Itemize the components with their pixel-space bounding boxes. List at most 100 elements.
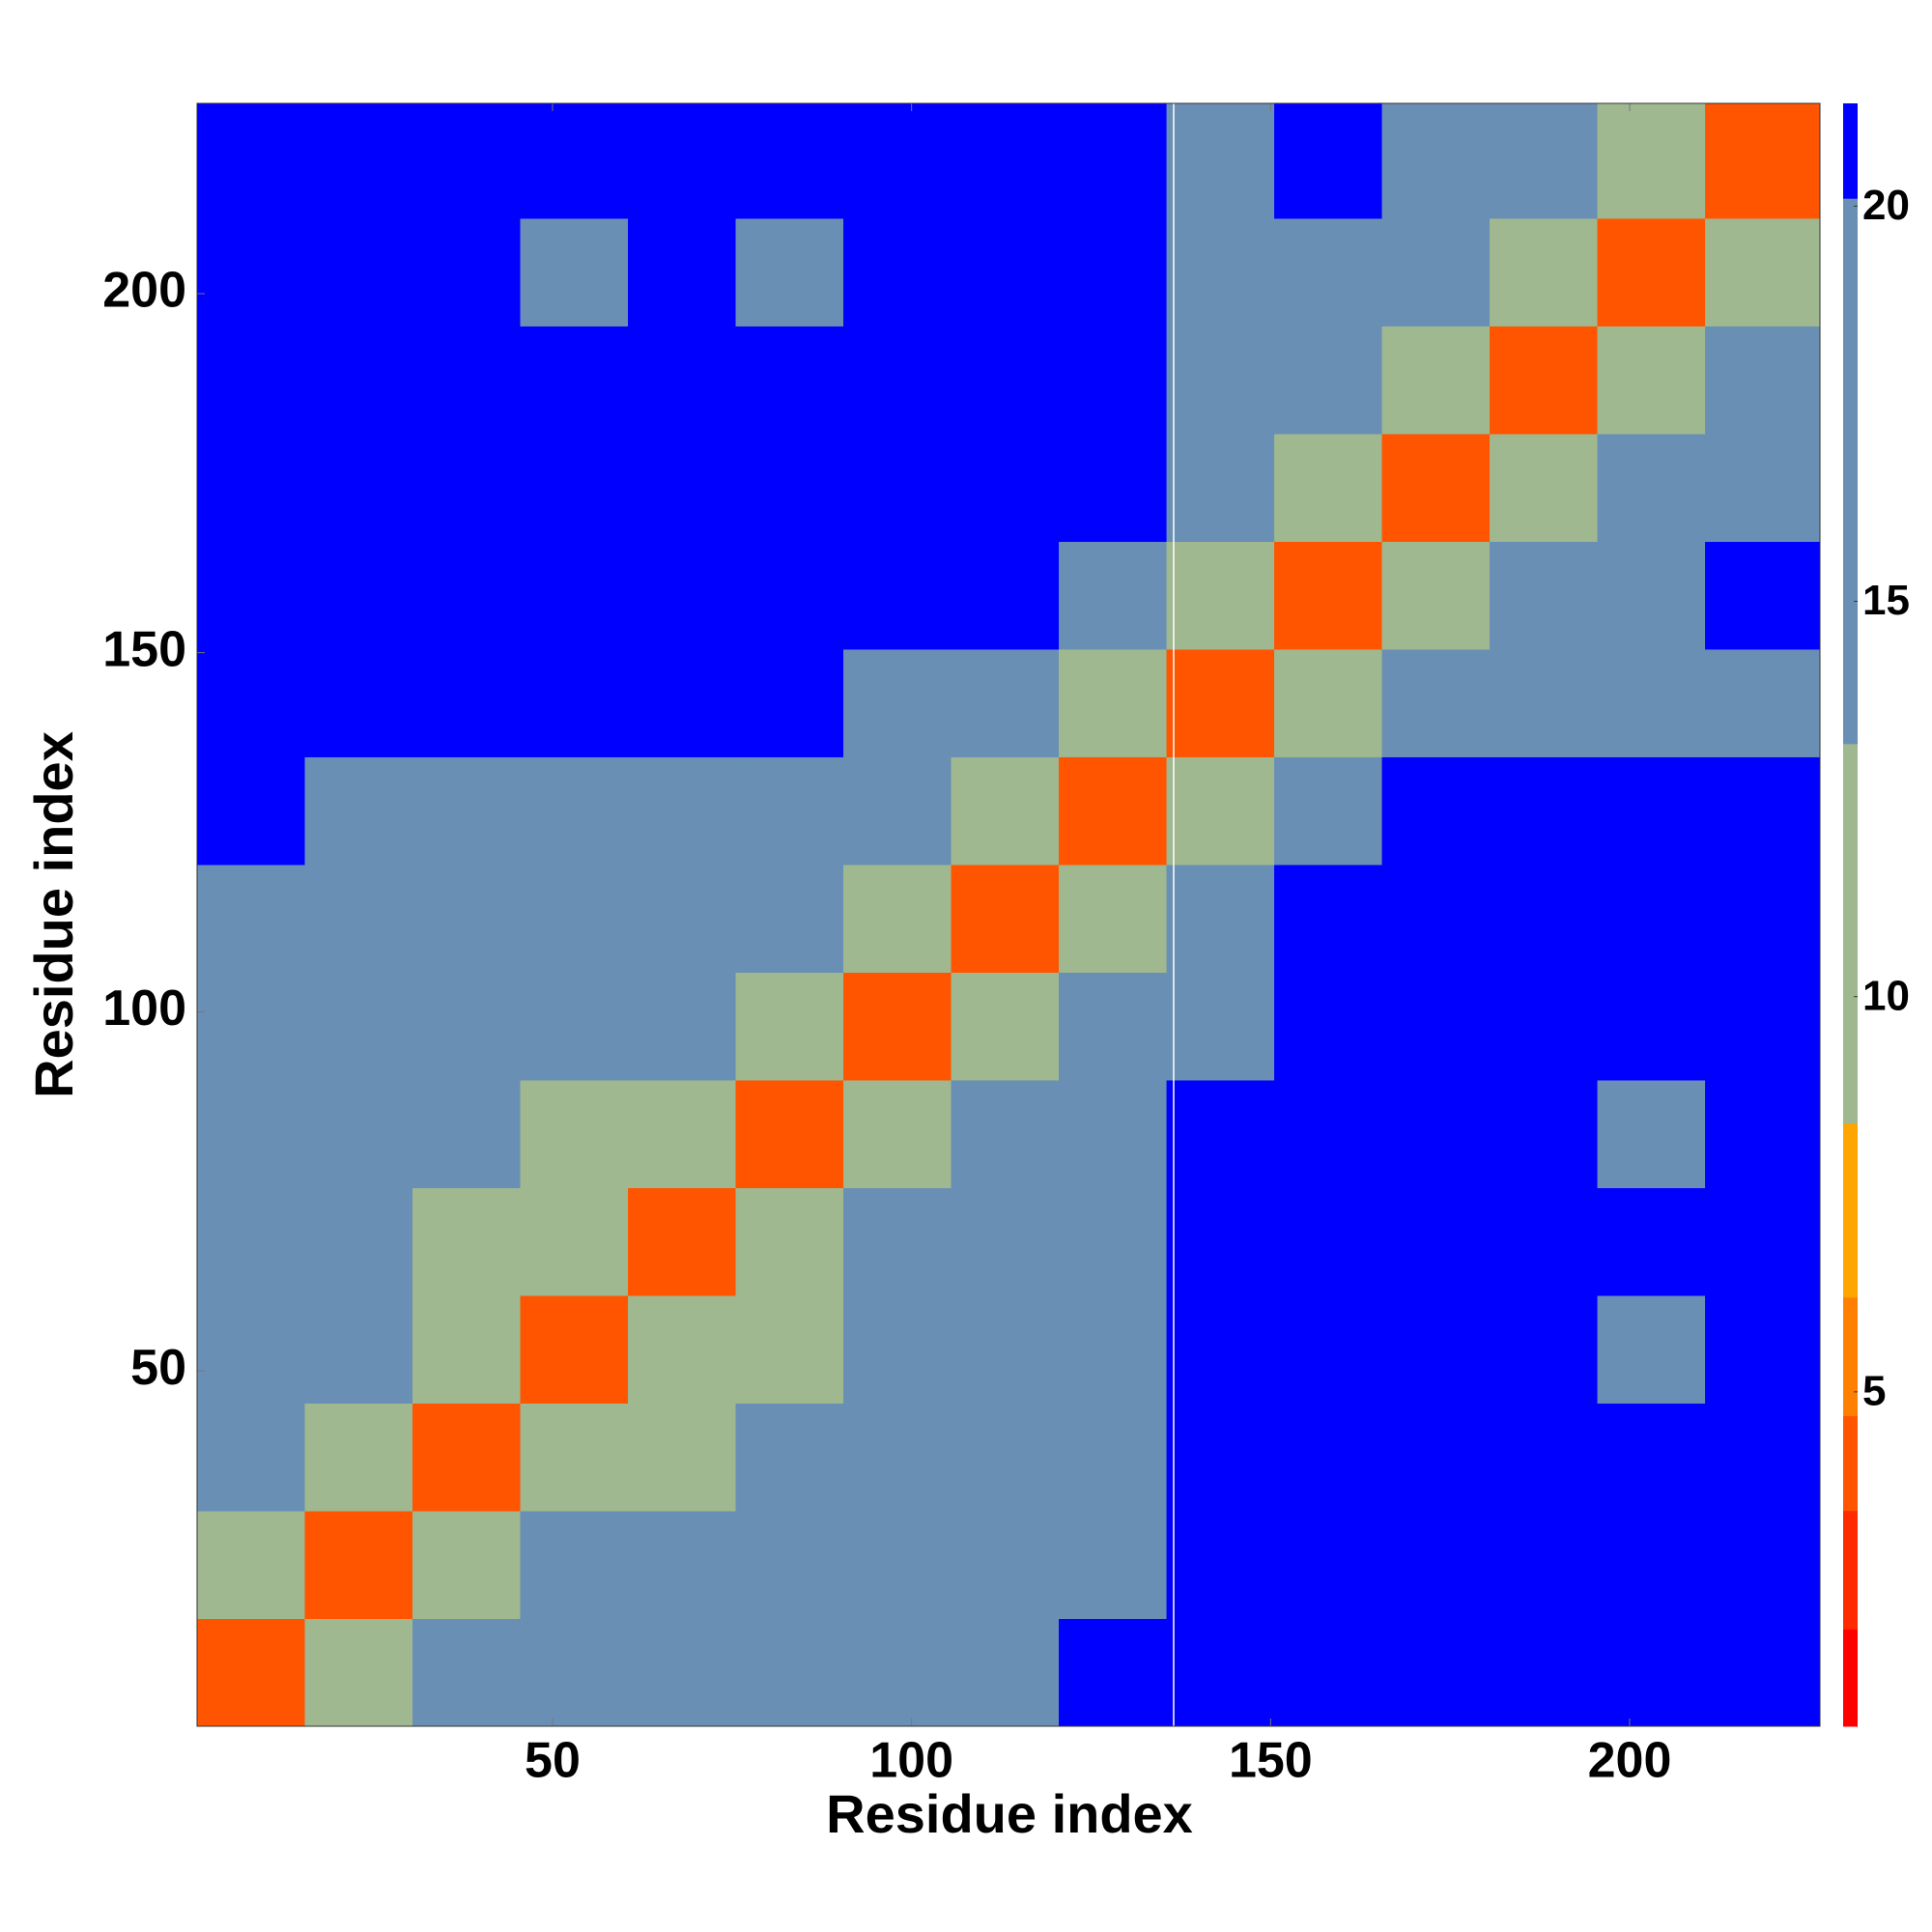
heatmap-cell (1705, 326, 1821, 435)
x-tick-label: 100 (869, 1733, 953, 1789)
heatmap-cell (1490, 1294, 1599, 1404)
heatmap-cell (735, 1510, 844, 1619)
heatmap-cell (951, 648, 1060, 757)
heatmap-cell (1381, 433, 1491, 542)
heatmap-cell (412, 1510, 522, 1619)
heatmap-cell (1490, 1618, 1599, 1727)
heatmap-cell (1274, 103, 1383, 219)
heatmap-cell (412, 326, 522, 435)
heatmap-cell (1166, 103, 1275, 219)
heatmap-cell (951, 433, 1060, 542)
heatmap-cell (1490, 1079, 1599, 1188)
heatmap-cell (520, 864, 629, 973)
heatmap-cell (1381, 864, 1491, 973)
heatmap-cell (412, 1403, 522, 1512)
heatmap-cell (1597, 103, 1706, 219)
heatmap-cell (1597, 756, 1706, 866)
heatmap-cell (1274, 1618, 1383, 1727)
heatmap-cell (1381, 217, 1491, 327)
heatmap-cell (951, 1079, 1060, 1188)
y-tick-label: 100 (102, 980, 186, 1037)
heatmap-cell (412, 1618, 522, 1727)
heatmap-cell (1059, 433, 1168, 542)
heatmap-cell (1597, 217, 1706, 327)
heatmap-cell (304, 648, 413, 757)
heatmap-cell (412, 433, 522, 542)
heatmap-cell (628, 1187, 737, 1296)
heatmap-cell (1274, 541, 1383, 650)
heatmap-cell (1490, 326, 1599, 435)
heatmap-cell (735, 1403, 844, 1512)
heatmap-cell (520, 217, 629, 327)
heatmap-cell (304, 1294, 413, 1404)
heatmap-cell (951, 1618, 1060, 1727)
heatmap-cell (1381, 1403, 1491, 1512)
heatmap-cell (1597, 1403, 1706, 1512)
heatmap-cell (520, 972, 629, 1081)
heatmap-cell (1381, 103, 1491, 219)
heatmap-cell (1059, 756, 1168, 866)
heatmap-cell (412, 1079, 522, 1188)
heatmap-cell (628, 864, 737, 973)
heatmap-cell (628, 1403, 737, 1512)
heatmap-cell (843, 1079, 952, 1188)
colorbar-segment (1843, 1296, 1858, 1416)
heatmap-cell (1166, 648, 1275, 757)
heatmap-cell (735, 1618, 844, 1727)
heatmap-cell (735, 756, 844, 866)
heatmap-cell (1274, 972, 1383, 1081)
colorbar-tick-label: 20 (1862, 182, 1910, 229)
heatmap-cell (520, 1079, 629, 1188)
heatmap-cell (1597, 648, 1706, 757)
heatmap-cell (197, 1294, 306, 1404)
heatmap-cell (304, 1403, 413, 1512)
heatmap-cell (1059, 1510, 1168, 1619)
heatmap-cell (735, 972, 844, 1081)
heatmap-cell (197, 756, 306, 866)
heatmap-cell (735, 1294, 844, 1404)
heatmap-cell (951, 1187, 1060, 1296)
heatmap-cell (304, 756, 413, 866)
heatmap-cell (628, 756, 737, 866)
heatmap-cell (1274, 217, 1383, 327)
heatmap-cell (1705, 433, 1821, 542)
heatmap-cell (1274, 1510, 1383, 1619)
heatmap-cell (1274, 1079, 1383, 1188)
colorbar-segment (1843, 198, 1858, 745)
heatmap-cell (735, 864, 844, 973)
heatmap-cell (735, 541, 844, 650)
heatmap-cell (1597, 972, 1706, 1081)
heatmap-cell (197, 1079, 306, 1188)
heatmap-cell (735, 433, 844, 542)
heatmap-cell (304, 103, 413, 219)
heatmap-cell (1490, 756, 1599, 866)
heatmap-cell (197, 326, 306, 435)
heatmap-cell (1597, 864, 1706, 973)
heatmap-cell (843, 326, 952, 435)
y-axis-label: Residue index (23, 731, 84, 1098)
heatmap-cell (951, 972, 1060, 1081)
heatmap-cell (628, 433, 737, 542)
heatmap-cell (304, 972, 413, 1081)
heatmap-cell (735, 326, 844, 435)
heatmap-cell (412, 756, 522, 866)
x-tick-label: 200 (1588, 1733, 1672, 1789)
heatmap-cell (1059, 648, 1168, 757)
x-tick-label: 50 (525, 1733, 581, 1789)
heatmap-cell (520, 1510, 629, 1619)
heatmap-cell (1274, 864, 1383, 973)
heatmap-cell (1705, 1510, 1821, 1619)
heatmap-cell (951, 326, 1060, 435)
heatmap-cell (197, 103, 306, 219)
heatmap-cell (951, 541, 1060, 650)
heatmap-cell (304, 1187, 413, 1296)
heatmap-cell (628, 326, 737, 435)
heatmap-cell (1705, 648, 1821, 757)
heatmap-cell (843, 1187, 952, 1296)
heatmap-cell (197, 1187, 306, 1296)
heatmap-cell (1597, 433, 1706, 542)
heatmap-cell (843, 756, 952, 866)
colorbar-segment (1843, 1629, 1858, 1727)
heatmap-cell (1490, 972, 1599, 1081)
